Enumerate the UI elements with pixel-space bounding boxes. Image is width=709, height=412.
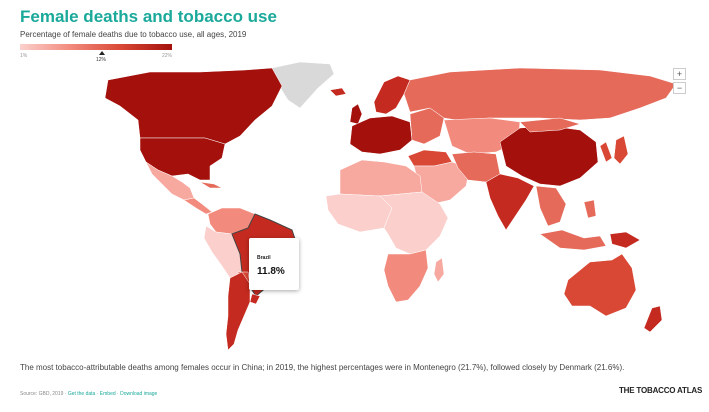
country-uruguay[interactable] <box>249 293 261 305</box>
source-text: Source: GBD, 2019 <box>20 391 64 397</box>
chart-title: Female deaths and tobacco use <box>20 7 277 26</box>
zoom-controls: + − <box>673 68 686 96</box>
country-mongolia[interactable] <box>519 117 581 133</box>
footer-separator: · <box>63 391 68 397</box>
tooltip-country-name: Brazil <box>257 255 271 261</box>
country-greenland[interactable] <box>271 61 335 109</box>
region-korea-japan[interactable] <box>599 135 629 165</box>
chart-description: The most tobacco-attributable deaths amo… <box>20 363 625 372</box>
country-india[interactable] <box>485 173 535 231</box>
country-iceland[interactable] <box>329 87 347 97</box>
country-australia[interactable] <box>563 253 637 317</box>
country-canada[interactable] <box>104 67 283 145</box>
zoom-out-button[interactable]: − <box>673 82 686 94</box>
color-legend: 1% 12% 22% <box>20 44 172 70</box>
region-southern-cone[interactable] <box>225 271 251 351</box>
region-west-africa[interactable] <box>325 193 393 233</box>
brand-logo: THE TOBACCO ATLAS <box>619 386 703 395</box>
legend-marker-icon <box>99 51 105 55</box>
country-new-zealand[interactable] <box>643 305 663 333</box>
footer: Source: GBD, 2019 · Get the data · Embed… <box>20 391 157 397</box>
country-china[interactable] <box>499 125 599 187</box>
legend-gradient-bar <box>20 44 172 50</box>
legend-marker-label: 12% <box>96 57 107 63</box>
region-southern-africa[interactable] <box>383 249 429 303</box>
legend-max-label: 22% <box>161 53 172 59</box>
footer-separator: · <box>115 391 121 397</box>
region-caribbean[interactable] <box>199 181 223 189</box>
tooltip-value: 11.8% <box>257 266 285 277</box>
legend-min-label: 1% <box>20 53 28 59</box>
chart-subtitle: Percentage of female deaths due to tobac… <box>20 30 247 39</box>
embed-link[interactable]: Embed <box>99 391 116 397</box>
download-image-link[interactable]: Download image <box>120 391 158 397</box>
country-papua-new-guinea[interactable] <box>609 231 641 249</box>
get-data-link[interactable]: Get the data <box>67 391 96 397</box>
country-tooltip: Brazil 11.8% <box>249 238 299 290</box>
world-map[interactable] <box>0 58 709 358</box>
region-western-europe[interactable] <box>349 115 413 155</box>
zoom-in-button[interactable]: + <box>673 68 686 80</box>
region-north-africa[interactable] <box>339 159 423 197</box>
footer-separator: · <box>95 391 100 397</box>
country-madagascar[interactable] <box>433 257 445 283</box>
region-central-america[interactable] <box>183 197 213 215</box>
region-southeast-asia[interactable] <box>535 185 567 227</box>
country-russia[interactable] <box>403 67 677 121</box>
region-british-isles[interactable] <box>349 103 363 125</box>
region-maritime-southeast-asia[interactable] <box>539 199 607 251</box>
world-map-svg <box>104 61 677 351</box>
